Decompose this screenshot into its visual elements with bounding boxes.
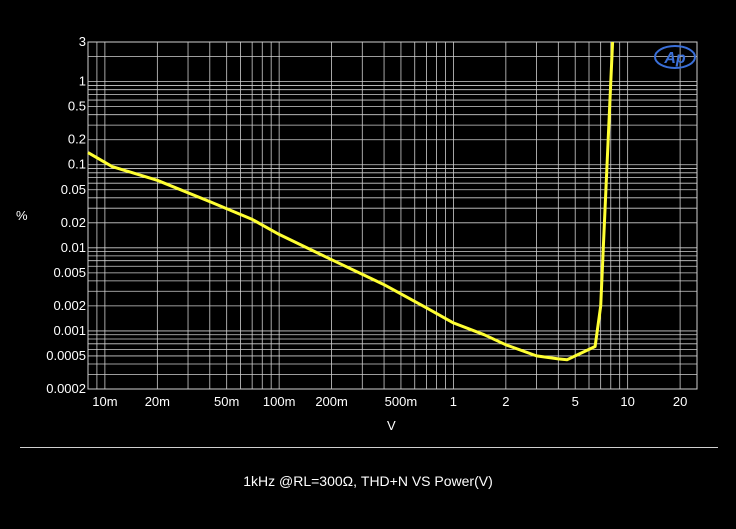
x-tick-label: 10m [92,394,117,409]
y-tick-label: 0.02 [61,215,86,230]
y-tick-label: 0.001 [53,323,86,338]
y-tick-label: 0.2 [68,132,86,147]
x-tick-label: 10 [620,394,634,409]
x-tick-label: 2 [502,394,509,409]
logo-text: Ap [663,50,686,67]
x-tick-label: 200m [315,394,348,409]
y-tick-label: 1 [79,74,86,89]
x-tick-label: 1 [450,394,457,409]
y-axis-label: % [16,208,28,223]
y-tick-label: 3 [79,34,86,49]
y-tick-label: 0.5 [68,99,86,114]
x-tick-label: 100m [263,394,296,409]
y-tick-label: 0.0002 [46,381,86,396]
x-axis-label: V [387,418,396,433]
series-trace [87,41,615,362]
chart-caption: 1kHz @RL=300Ω, THD+N VS Power(V) [243,473,493,489]
y-tick-label: 0.0005 [46,348,86,363]
x-tick-label: 500m [385,394,418,409]
x-tick-label: 20m [145,394,170,409]
y-tick-label: 0.005 [53,265,86,280]
y-tick-label: 0.002 [53,298,86,313]
y-tick-label: 0.01 [61,240,86,255]
plot-frame [87,41,698,390]
x-tick-labels: 10m 20m 50m 100m 200m 500m 1 2 5 10 20 [92,394,687,409]
x-tick-label: 50m [214,394,239,409]
thd-chart: 3 1 0.5 0.2 0.1 0.05 0.02 0.01 0.005 0.002 0.001 0.… [16,34,698,433]
y-tick-label: 0.05 [61,182,86,197]
divider [20,447,718,448]
y-tick-labels: 3 1 0.5 0.2 0.1 0.05 0.02 0.01 0.005 0.002 0.001 0.… [46,34,86,396]
y-tick-label: 0.1 [68,157,86,172]
x-tick-label: 5 [572,394,579,409]
x-tick-label: 20 [673,394,687,409]
series-line [87,41,615,362]
ap-logo-icon: Ap [654,45,696,69]
